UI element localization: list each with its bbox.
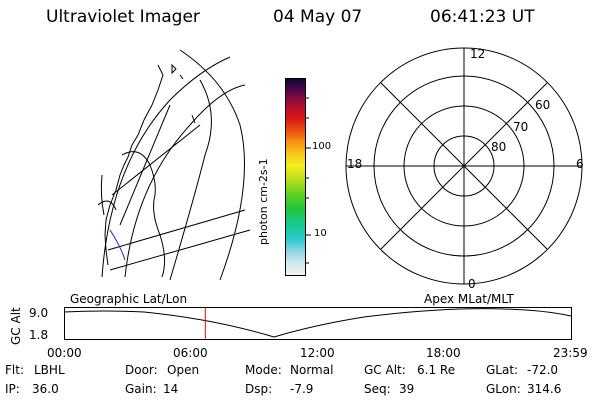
polar-label-60: 60: [535, 98, 551, 112]
orbit-right-title: Apex MLat/MLT: [424, 292, 514, 306]
x-tick-0: 00:00: [47, 346, 82, 360]
gcalt-label: GC Alt:: [364, 363, 406, 377]
instrument-title: Ultraviolet Imager: [46, 7, 200, 27]
seq-value: 39: [399, 382, 415, 396]
geographic-map: [97, 49, 251, 281]
orbit-ymin: 1.8: [29, 328, 49, 342]
polar-label-18: 18: [347, 157, 363, 171]
polar-plot: [345, 47, 583, 285]
orbit-ylabel: GC Alt: [9, 307, 23, 345]
orbit-ymax: 9.0: [29, 306, 49, 320]
polar-label-0: 0: [468, 277, 476, 291]
ip-value: 36.0: [32, 382, 59, 396]
colorbar-tick-100: 100: [312, 141, 332, 152]
colorbar-tick-10: 10: [314, 228, 327, 239]
dsp-label: Dsp:: [245, 382, 273, 396]
ip-label: IP:: [5, 382, 20, 396]
polar-label-6: 6: [576, 157, 584, 171]
date-label: 04 May 07: [273, 7, 363, 27]
orbit-left-title: Geographic Lat/Lon: [70, 292, 188, 306]
polar-label-70: 70: [513, 120, 529, 134]
polar-label-80: 80: [491, 140, 507, 154]
mode-value: Normal: [290, 363, 334, 377]
gcalt-value: 6.1 Re: [417, 363, 456, 377]
glon-value: 314.6: [527, 382, 562, 396]
gain-value: 14: [163, 382, 179, 396]
door-value: Open: [167, 363, 200, 377]
dsp-value: -7.9: [290, 382, 314, 396]
x-tick-1: 06:00: [173, 346, 208, 360]
gain-label: Gain:: [125, 382, 157, 396]
x-tick-2: 12:00: [300, 346, 335, 360]
time-label: 06:41:23 UT: [430, 7, 535, 27]
glat-value: -72.0: [527, 363, 559, 377]
orbit-plot: [63, 307, 572, 340]
seq-label: Seq:: [364, 382, 391, 396]
x-tick-3: 18:00: [426, 346, 461, 360]
colorbar: [285, 78, 306, 276]
mode-label: Mode:: [245, 363, 282, 377]
door-label: Door:: [125, 363, 158, 377]
glat-label: GLat:: [486, 363, 519, 377]
filt-value: LBHL: [34, 363, 65, 377]
glon-label: GLon:: [486, 382, 521, 396]
colorbar-label: photon cm-2s-1: [257, 158, 270, 245]
colorbar-ticks: [306, 97, 311, 264]
polar-label-12: 12: [470, 47, 486, 61]
x-tick-4: 23:59: [553, 346, 588, 360]
filt-label: Flt:: [5, 363, 24, 377]
